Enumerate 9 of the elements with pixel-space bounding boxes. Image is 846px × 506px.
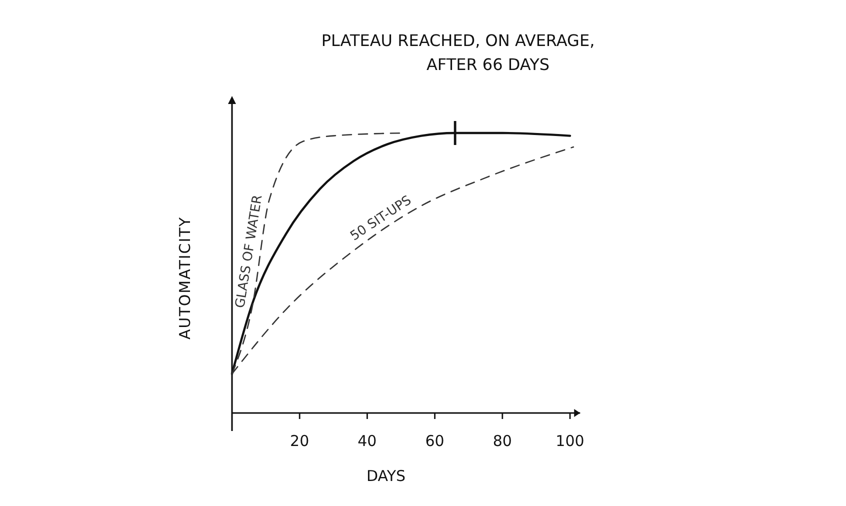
x-tick-label: 80: [492, 432, 512, 450]
x-tick-label: 20: [290, 432, 310, 450]
y-axis-title: AUTOMATICITY: [176, 216, 194, 340]
x-axis-title: DAYS: [366, 467, 406, 485]
x-tick-label: 100: [556, 432, 584, 450]
text: PLATEAU REACHED, ON AVERAGE, AFTER 66 DAYS: [321, 31, 595, 74]
x-tick-label: 60: [425, 432, 444, 450]
text: GLASS OF WATER: [233, 194, 266, 310]
x-tick-label: 40: [358, 432, 377, 450]
